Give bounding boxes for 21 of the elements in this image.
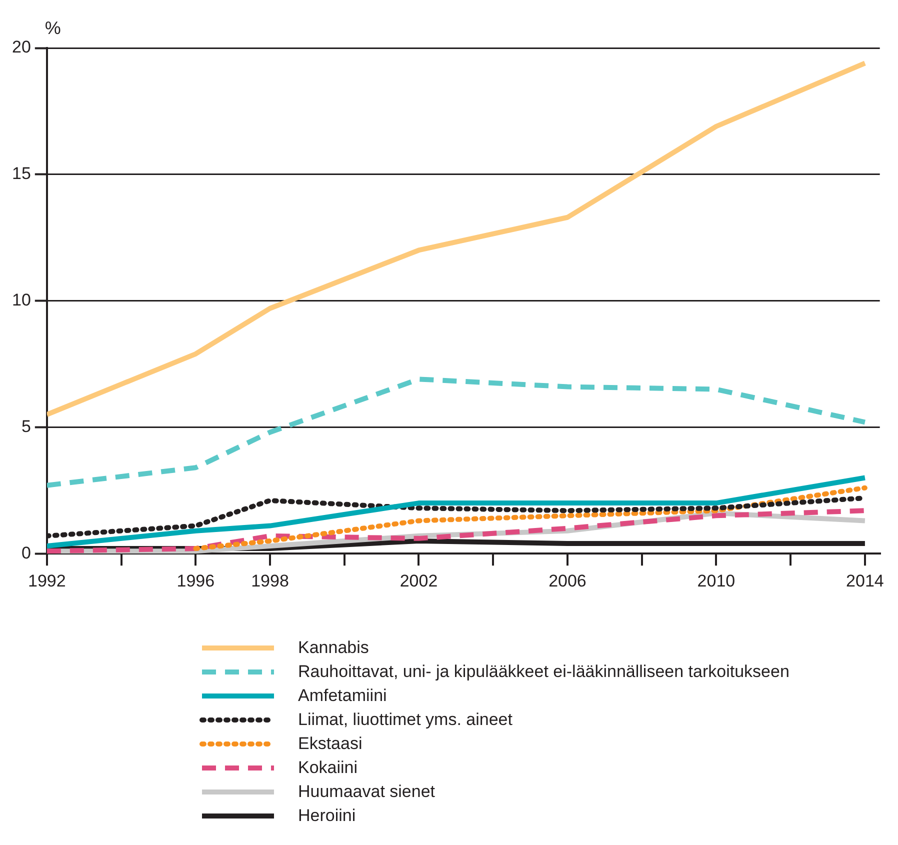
y-tick-label: 5 (21, 416, 31, 436)
x-tick-label: 1996 (176, 571, 215, 590)
legend-label: Liimat, liuottimet yms. aineet (298, 710, 512, 730)
legend-label: Kokaiini (298, 758, 358, 778)
legend-label: Huumaavat sienet (298, 782, 436, 802)
legend-label: Amfetamiini (298, 686, 387, 706)
x-tick-label: 2010 (697, 571, 736, 590)
y-tick-label: 0 (21, 543, 31, 562)
y-tick-label: 15 (12, 164, 31, 184)
legend-label: Heroiini (298, 806, 356, 826)
x-tick-label: 1998 (251, 571, 289, 590)
x-tick-label: 2006 (548, 571, 586, 590)
x-tick-label: 2014 (846, 571, 884, 590)
y-axis-title: % (44, 18, 61, 38)
y-tick-label: 20 (12, 38, 31, 57)
legend-label: Rauhoittavat, uni- ja kipulääkkeet ei-lääkinnälliseen tarkoitukseen (298, 662, 790, 682)
legend-label: Kannabis (298, 638, 369, 658)
x-tick-label: 1992 (28, 571, 66, 590)
legend-label: Ekstaasi (298, 734, 362, 754)
x-tick-label: 2002 (400, 571, 438, 590)
y-tick-label: 10 (12, 290, 31, 310)
